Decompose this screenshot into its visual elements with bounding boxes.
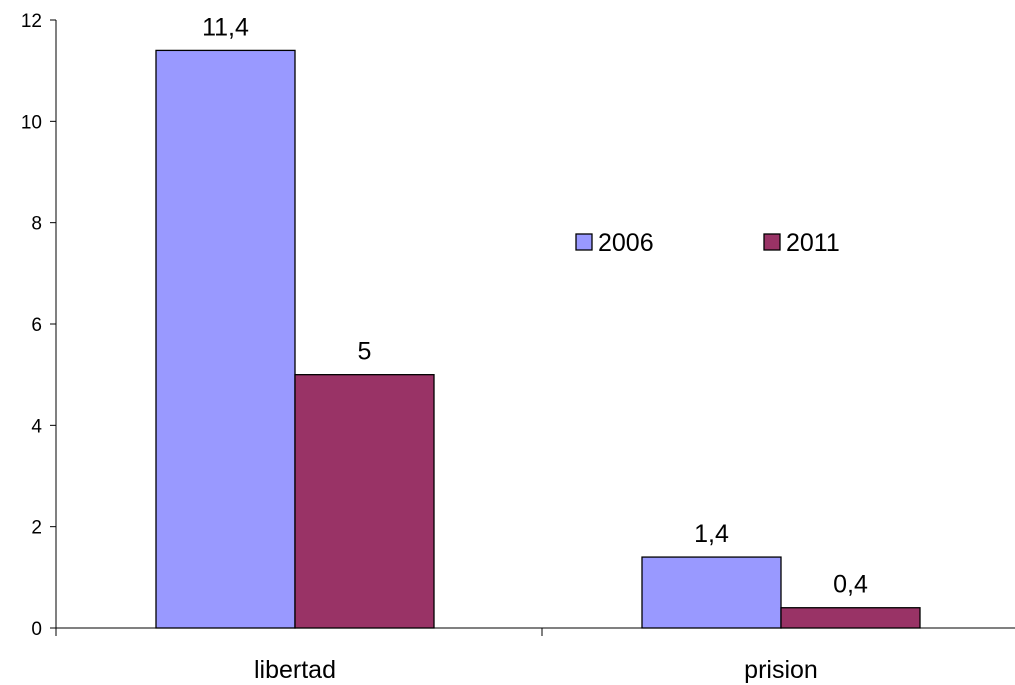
bar-2006-libertad bbox=[155, 49, 296, 629]
legend-swatch-2006 bbox=[575, 233, 593, 251]
bar-2011-prision bbox=[780, 607, 921, 629]
y-axis: 0 2 4 6 8 10 12 bbox=[21, 11, 57, 640]
x-category-label: libertad bbox=[254, 656, 336, 684]
y-tick-label: 8 bbox=[31, 214, 42, 235]
legend: 2006 2011 bbox=[575, 229, 840, 257]
legend-swatch-2011 bbox=[763, 233, 781, 251]
bar-2011-libertad bbox=[294, 374, 435, 629]
x-axis: libertad prision bbox=[55, 627, 1015, 684]
y-tick-label: 10 bbox=[21, 112, 42, 133]
y-tick-label: 2 bbox=[31, 518, 42, 539]
y-tick-label: 4 bbox=[31, 416, 42, 437]
legend-label-2006: 2006 bbox=[598, 229, 654, 257]
data-label: 11,4 bbox=[202, 13, 249, 41]
data-label: 5 bbox=[358, 338, 372, 366]
y-tick-label: 12 bbox=[21, 11, 42, 32]
legend-label-2011: 2011 bbox=[786, 229, 840, 257]
data-label: 0,4 bbox=[833, 571, 868, 599]
bar-2006-prision bbox=[641, 556, 782, 629]
bars bbox=[155, 49, 921, 629]
data-labels: 11,4 5 1,4 0,4 bbox=[202, 13, 868, 598]
data-label: 1,4 bbox=[694, 520, 729, 548]
x-category-label: prision bbox=[744, 656, 818, 684]
y-tick-label: 0 bbox=[31, 619, 42, 640]
y-tick-label: 6 bbox=[31, 315, 42, 336]
